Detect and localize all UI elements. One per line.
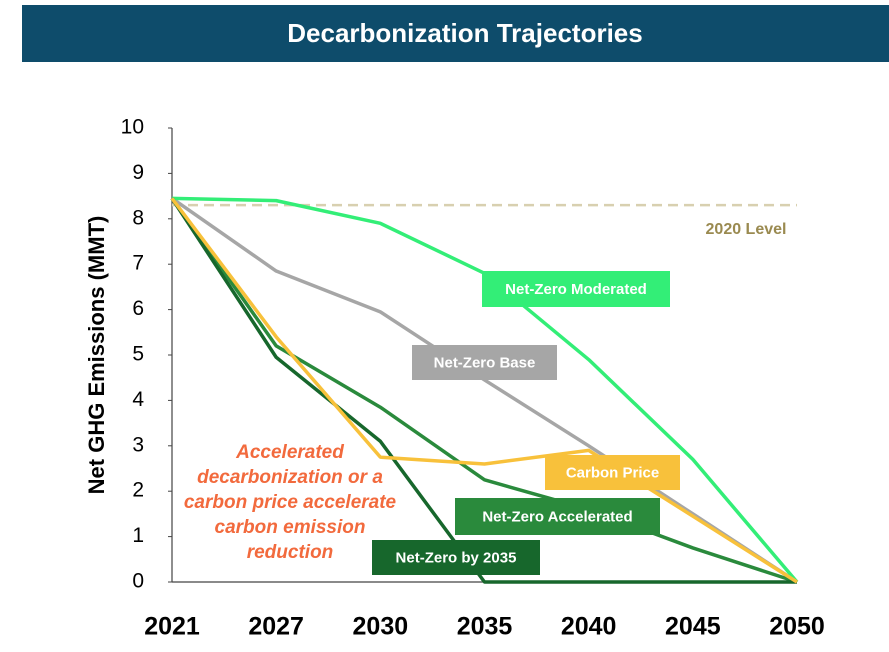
series-label-box xyxy=(372,540,540,575)
y-tick-label: 7 xyxy=(132,252,144,275)
x-tick-label: 2030 xyxy=(353,613,409,641)
annotation: reduction xyxy=(247,542,334,563)
series-label-box xyxy=(455,498,660,535)
y-tick-label: 9 xyxy=(132,161,144,184)
x-tick-label: 2040 xyxy=(561,613,617,641)
y-axis-label: Net GHG Emissions (MMT) xyxy=(84,216,109,495)
legend-label: Net-Zero by 2035 xyxy=(396,549,517,566)
annotation: decarbonization or a xyxy=(197,467,383,488)
y-tick-label: 8 xyxy=(132,206,144,229)
y-tick-label: 10 xyxy=(121,116,144,139)
legend-label: Net-Zero Moderated xyxy=(505,281,647,298)
y-tick-label: 5 xyxy=(132,343,144,366)
x-tick-label: 2035 xyxy=(457,613,513,641)
annotation: carbon emission xyxy=(215,517,366,538)
y-tick-label: 0 xyxy=(132,570,144,593)
title-bar xyxy=(22,5,889,62)
series-line xyxy=(170,197,798,584)
annotation: Accelerated xyxy=(235,442,344,463)
legend-label: Net-Zero Base xyxy=(434,354,536,371)
y-tick-label: 6 xyxy=(132,297,144,320)
series-label-box xyxy=(545,455,680,490)
x-tick-label: 2045 xyxy=(665,613,721,641)
series-label-box xyxy=(412,345,557,380)
x-tick-label: 2050 xyxy=(769,613,825,641)
series-line xyxy=(170,197,798,584)
series-label-box xyxy=(482,271,670,307)
annotation: carbon price accelerate xyxy=(184,492,397,513)
legend-label: Carbon Price xyxy=(566,464,659,481)
y-tick-label: 2 xyxy=(132,479,144,502)
x-tick-label: 2021 xyxy=(144,613,200,641)
legend-label: Net-Zero Accelerated xyxy=(482,508,632,525)
chart-title: Decarbonization Trajectories xyxy=(287,18,642,48)
reference-label: 2020 Level xyxy=(706,221,787,238)
series-line xyxy=(170,197,797,584)
y-tick-label: 4 xyxy=(132,388,144,411)
y-tick-label: 1 xyxy=(132,524,144,547)
y-tick-label: 3 xyxy=(132,433,144,456)
x-tick-label: 2027 xyxy=(248,613,304,641)
